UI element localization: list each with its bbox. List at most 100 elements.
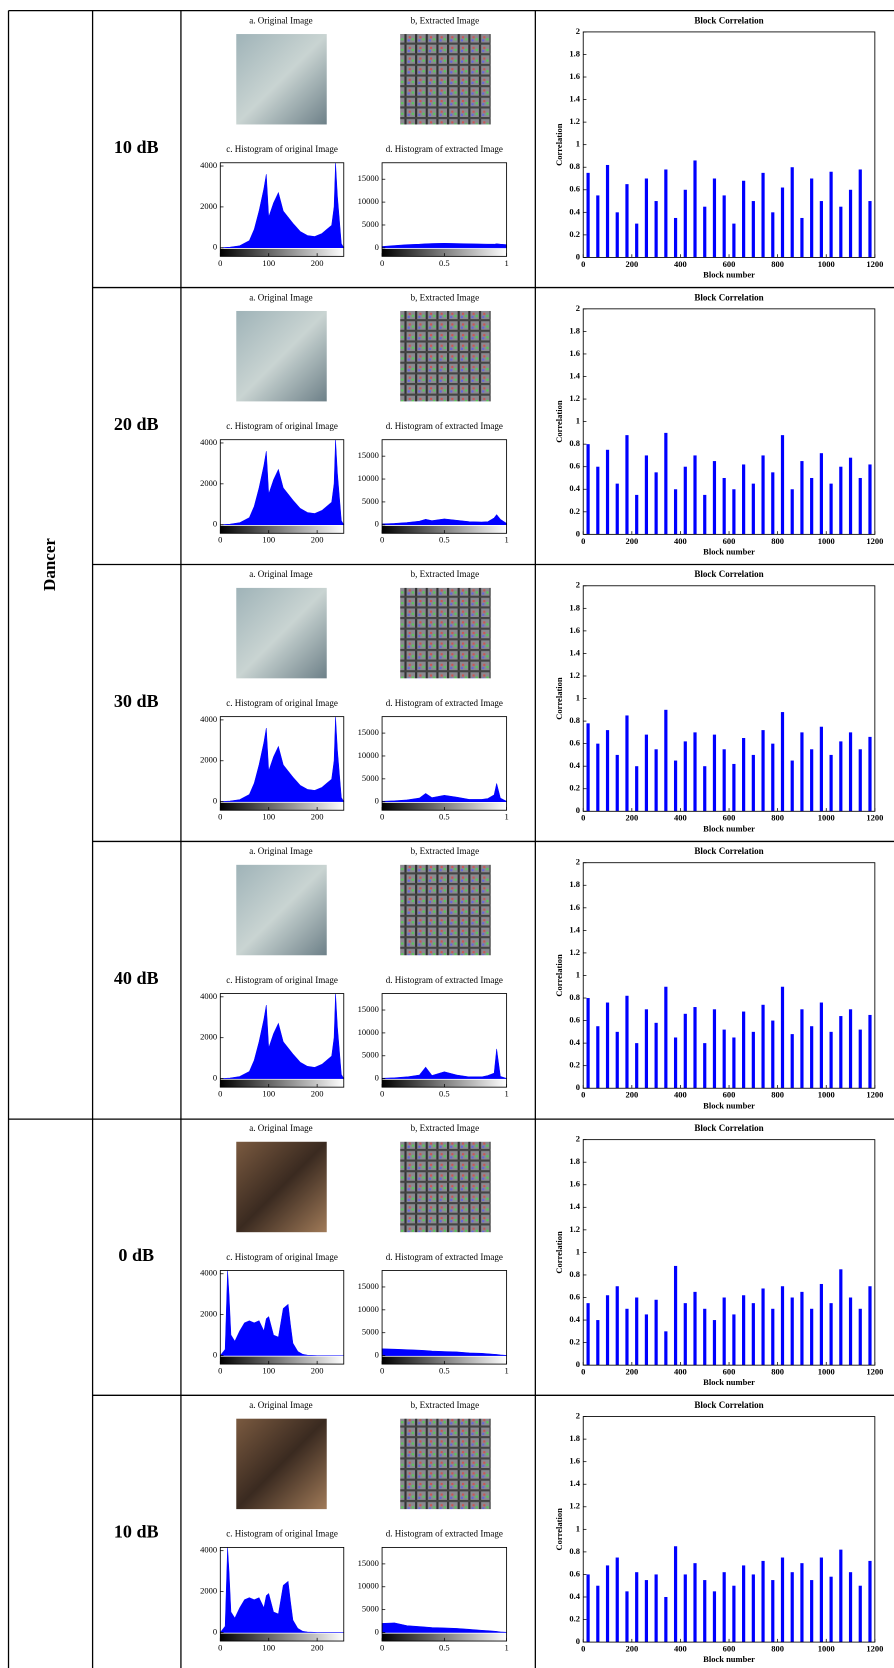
correlation-bar: [780, 712, 785, 812]
chart-title: Block Correlation: [694, 1123, 763, 1133]
correlation-bar: [800, 1009, 804, 1089]
axes-frame: [219, 993, 345, 1088]
y-tick-label: 0: [375, 242, 379, 252]
correlation-bar: [703, 206, 707, 258]
x-tick-label: 1: [504, 1089, 508, 1099]
correlation-bar: [810, 178, 814, 258]
correlation-bar: [780, 435, 785, 535]
x-tick-label: 0: [380, 1089, 384, 1099]
x-tick-label: 1000: [818, 536, 835, 546]
x-tick-label: 800: [771, 1367, 784, 1377]
y-tick-label: 0.2: [569, 1337, 580, 1347]
y-tick-label: 0: [576, 1082, 580, 1092]
image-title: b, Extracted Image: [411, 1123, 479, 1133]
y-tick-label: 0.8: [569, 1269, 580, 1279]
y-tick-label: 0: [375, 1626, 379, 1636]
axes-frame: [219, 162, 345, 257]
x-tick-label: 400: [674, 259, 687, 269]
y-tick-label: 2: [576, 857, 580, 867]
y-tick-label: 2000: [200, 478, 217, 488]
x-tick-label: 400: [674, 536, 687, 546]
axes-frame: [219, 1546, 345, 1642]
x-tick-label: 1200: [866, 259, 883, 269]
y-tick-label: 4000: [200, 991, 217, 1001]
correlation-bar: [605, 449, 610, 535]
y-tick-label: 1.4: [569, 647, 580, 657]
y-tick-label: 10000: [358, 1304, 379, 1314]
correlation-bar: [635, 223, 639, 258]
correlation-bar: [732, 763, 736, 812]
correlation-bar: [829, 1576, 833, 1643]
correlation-bar: [712, 461, 717, 535]
correlation-bar: [858, 1308, 862, 1366]
y-axis-label: Correlation: [554, 1508, 564, 1551]
correlation-bar: [615, 754, 619, 812]
y-tick-label: 0: [375, 796, 379, 806]
correlation-bar: [761, 1288, 765, 1366]
y-tick-label: 0.4: [569, 1314, 580, 1324]
correlation-bar: [751, 201, 755, 258]
x-tick-label: 0: [581, 1090, 585, 1100]
y-tick-label: 0.6: [569, 1568, 580, 1578]
x-tick-label: 800: [771, 536, 784, 546]
correlation-bar: [712, 1591, 717, 1643]
correlation-bar: [868, 1286, 872, 1366]
x-tick-label: 0.5: [439, 258, 450, 268]
y-tick-label: 2: [576, 26, 580, 36]
correlation-bar: [654, 749, 658, 812]
correlation-bar: [780, 187, 785, 258]
x-tick-label: 0: [218, 258, 222, 268]
correlation-bar: [644, 1009, 649, 1089]
y-tick-label: 5000: [362, 773, 379, 783]
y-axis-label: Correlation: [554, 123, 564, 166]
x-tick-label: 200: [311, 812, 324, 822]
extracted-image: [400, 1418, 491, 1510]
correlation-bar: [712, 1320, 717, 1366]
correlation-bar: [848, 1572, 853, 1643]
correlation-bar: [586, 172, 590, 258]
y-tick-label: 1.8: [569, 879, 580, 889]
y-tick-label: 2: [576, 1134, 580, 1144]
correlation-bar: [732, 1585, 736, 1643]
image-title: a. Original Image: [249, 1400, 312, 1410]
x-tick-label: 400: [674, 813, 687, 823]
correlation-bar: [635, 1297, 639, 1366]
image-title: a. Original Image: [249, 292, 312, 302]
chart: d. Histogram of extracted Image 0 0.5 1 0 500…: [358, 421, 509, 545]
correlation-bar: [819, 1002, 823, 1089]
correlation-bar: [644, 1580, 649, 1643]
x-tick-label: 0.5: [439, 812, 450, 822]
correlation-bar: [615, 1286, 619, 1366]
y-tick-label: 1.6: [569, 1456, 580, 1466]
y-tick-label: 5000: [362, 1327, 379, 1337]
chart-title: c. Histogram of original Image: [226, 1252, 338, 1262]
x-tick-label: 100: [262, 1089, 275, 1099]
correlation-bar: [654, 1022, 658, 1089]
y-tick-label: 0.4: [569, 760, 580, 770]
y-tick-label: 15000: [358, 1281, 379, 1291]
y-tick-label: 10000: [358, 473, 379, 483]
correlation-bar: [605, 1565, 610, 1643]
correlation-bar: [596, 1026, 600, 1089]
original-image: [236, 587, 327, 679]
snr-label: 30 dB: [114, 691, 159, 711]
correlation-bar: [693, 732, 697, 812]
correlation-bar: [761, 1560, 765, 1643]
correlation-bar: [751, 483, 755, 535]
image-title: a. Original Image: [249, 1123, 312, 1133]
correlation-bar: [644, 178, 649, 258]
extracted-image: [400, 864, 491, 956]
correlation-bar: [848, 1297, 853, 1366]
correlation-bar: [819, 1283, 823, 1366]
y-tick-label: 5000: [362, 496, 379, 506]
x-tick-label: 100: [262, 1366, 275, 1376]
x-tick-label: 0: [581, 1367, 585, 1377]
correlation-bar: [771, 1308, 775, 1366]
correlation-bar: [761, 730, 765, 812]
correlation-bar: [868, 1560, 872, 1643]
y-tick-label: 1.4: [569, 94, 580, 104]
histogram-area: [220, 162, 345, 249]
y-tick-label: 0: [213, 519, 217, 529]
y-tick-label: 2: [576, 1411, 580, 1421]
correlation-bar: [868, 201, 872, 258]
